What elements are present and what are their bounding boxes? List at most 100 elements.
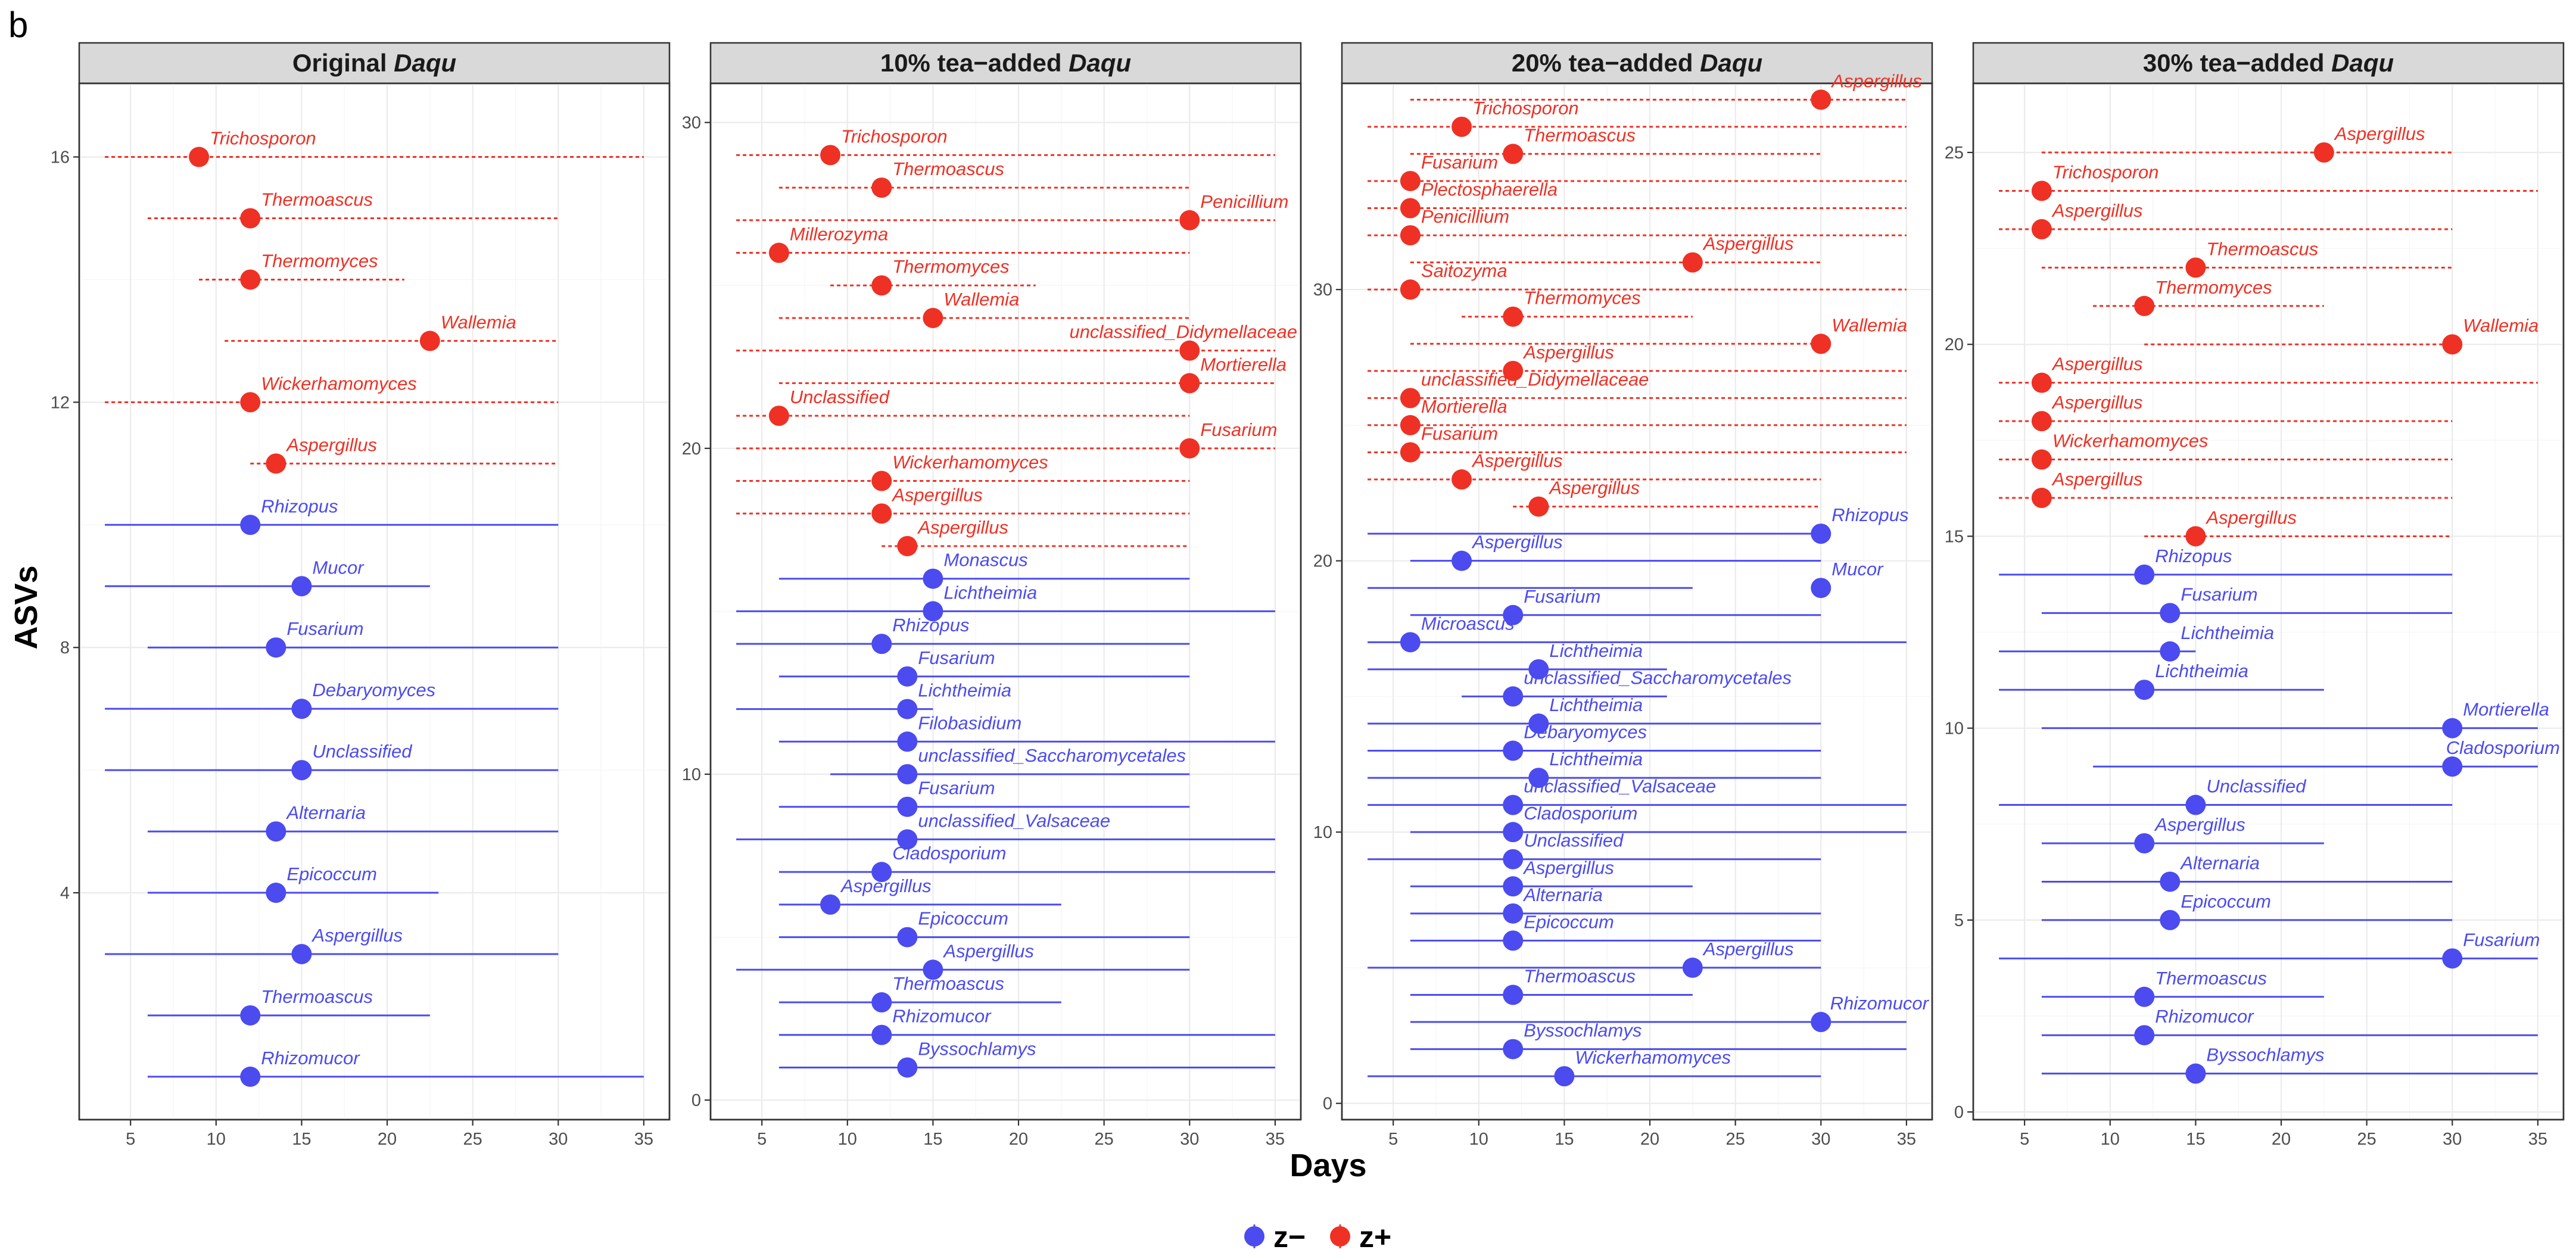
x-axis-title: Days [1289, 1148, 1366, 1183]
asv-label: Rhizomucor [261, 1048, 360, 1068]
asv-point [1503, 306, 1524, 327]
asv-plus: Thermoascus [147, 189, 559, 229]
x-tick-label: 30 [1811, 1130, 1830, 1149]
asv-label: Byssochlamys [918, 1038, 1036, 1059]
asv-minus: Thermoascus [147, 986, 430, 1026]
asv-point [2160, 603, 2181, 624]
asv-plus: Aspergillus [1410, 233, 1821, 273]
asv-label: unclassified_Saccharomycetales [918, 745, 1186, 766]
asv-point [897, 927, 918, 948]
panel-title: 10% tea−added Daqu [880, 49, 1131, 77]
asv-label: Cladosporium [1524, 803, 1637, 824]
asv-point [1528, 659, 1549, 680]
asv-plus: Wickerhamomyces [105, 373, 559, 413]
asv-label: Lichtheimia [918, 680, 1011, 701]
asv-label: Aspergillus [2051, 469, 2143, 490]
asv-label: Aspergillus [1702, 233, 1794, 254]
asv-label: Aspergillus [1702, 939, 1794, 959]
asv-plus: Mortierella [778, 354, 1287, 394]
x-tick-label: 35 [1897, 1130, 1916, 1149]
asv-point [2031, 219, 2052, 239]
x-tick-label: 15 [2186, 1130, 2205, 1149]
asv-point [871, 470, 892, 491]
y-tick-label: 15 [1945, 527, 1964, 546]
panel-border [1341, 82, 1933, 1121]
asv-minus: unclassified_Valsaceae [1368, 776, 1907, 815]
asv-plus: Aspergillus [2041, 123, 2453, 163]
asv-point [2031, 372, 2052, 393]
panel-border [709, 82, 1302, 1121]
x-tick-label: 25 [1095, 1130, 1114, 1149]
asv-minus: Rhizopus [1999, 546, 2453, 585]
panel-strip [1341, 42, 1933, 85]
asv-point [923, 601, 943, 622]
asv-point [871, 503, 892, 524]
asv-minus: Aspergillus [1368, 939, 1821, 978]
asv-point [2160, 641, 2181, 662]
asv-label: Fusarium [918, 778, 995, 799]
asv-label: Plectosphaerella [1421, 179, 1558, 200]
asv-minus: Fusarium [147, 618, 559, 658]
panel-title-italic: Daqu [2331, 49, 2394, 77]
asv-point [1451, 116, 1472, 137]
x-tick-label: 30 [2443, 1130, 2462, 1149]
y-tick-label: 10 [1945, 719, 1964, 738]
asv-label: Byssochlamys [2206, 1045, 2324, 1065]
asv-label: Aspergillus [2154, 814, 2245, 835]
x-tick-label: 10 [1469, 1130, 1488, 1149]
asv-point [871, 1024, 892, 1045]
asv-minus: Lichtheimia [1368, 640, 1667, 680]
asv-point [1179, 210, 1200, 230]
asv-label: Lichtheimia [943, 582, 1037, 603]
asv-point [1503, 740, 1524, 761]
asv-point [1179, 340, 1200, 361]
asv-plus: Saitozyma [1368, 260, 1907, 300]
asv-label: Wallemia [1831, 314, 1907, 335]
asv-plus: Thermomyces [2093, 277, 2324, 316]
asv-point [266, 453, 286, 474]
y-tick-label: 20 [682, 440, 701, 459]
asv-plus: Penicillium [736, 191, 1288, 230]
asv-plus: Wallemia [778, 289, 1190, 328]
asv-plus: Aspergillus [1999, 469, 2453, 508]
asv-minus: Wickerhamomyces [1368, 1047, 1821, 1087]
asv-minus: Fusarium [778, 778, 1190, 817]
asv-point [2031, 488, 2052, 508]
asv-minus: unclassified_Saccharomycetales [830, 745, 1190, 784]
asv-point [923, 568, 943, 589]
x-tick-label: 20 [378, 1130, 397, 1149]
asv-point [1528, 496, 1549, 517]
asv-label: Wickerhamomyces [261, 373, 417, 394]
y-tick-label: 0 [1323, 1095, 1332, 1114]
asv-minus: Unclassified [1368, 830, 1821, 870]
asv-point [240, 1066, 261, 1087]
asv-minus: Rhizomucor [2041, 1006, 2538, 1046]
x-tick-label: 5 [126, 1130, 135, 1149]
asv-minus: Alternaria [147, 802, 559, 842]
legend-z-minus-label: z− [1273, 1220, 1306, 1254]
asv-plus: Trichosporon [1999, 161, 2538, 201]
asv-plus: Aspergillus [250, 434, 559, 474]
asv-label: Lichtheimia [1549, 694, 1643, 715]
panel-plot-area [709, 82, 1302, 1121]
asv-label: unclassified_Didymellaceae [1069, 322, 1297, 342]
asv-label: Fusarium [1200, 419, 1277, 440]
asv-label: Rhizomucor [892, 1006, 992, 1027]
facet-panels: Original Daqu 5 10 15 20 25 30 35 4 8 12 16 Trichosp… [51, 42, 2565, 1149]
asv-point [1528, 768, 1549, 789]
asv-plus: Thermomyces [199, 250, 404, 290]
asv-minus: Cladosporium [2093, 737, 2560, 777]
x-tick-label: 25 [463, 1130, 482, 1149]
asv-label: Trichosporon [2052, 161, 2159, 182]
y-tick-label: 20 [1313, 552, 1332, 571]
asv-label: Fusarium [918, 647, 995, 668]
asv-label: unclassified_Saccharomycetales [1524, 667, 1792, 688]
asv-plus: Wallemia [2144, 315, 2538, 355]
asv-label: Thermomyces [1524, 288, 1640, 308]
asv-plus: unclassified_Didymellaceae [736, 322, 1297, 361]
asv-minus: Debaryomyces [1368, 722, 1821, 761]
asv-point [897, 666, 918, 687]
asv-point [266, 883, 286, 903]
asv-plus: Millerozyma [736, 224, 1190, 263]
asv-plus: Unclassified [736, 387, 1190, 426]
